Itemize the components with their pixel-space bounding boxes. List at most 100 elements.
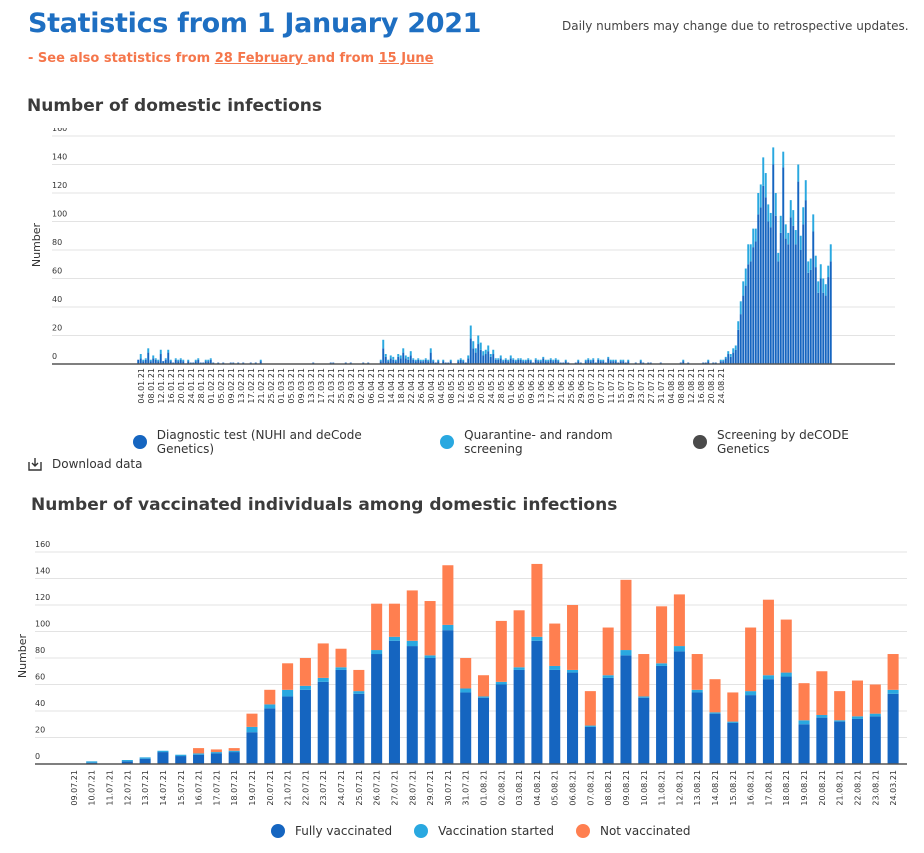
bar xyxy=(412,358,415,360)
bar xyxy=(549,358,552,360)
bar xyxy=(121,761,133,764)
bar xyxy=(397,356,400,364)
bar xyxy=(392,359,395,364)
bar xyxy=(622,361,625,364)
legend-item-not-vaccinated[interactable]: Not vaccinated xyxy=(575,824,690,838)
y-tick-label: 40 xyxy=(35,699,45,708)
x-tick-label: 07.07.21 xyxy=(597,368,606,404)
bar xyxy=(417,358,420,360)
bar xyxy=(607,358,610,364)
x-tick-label: 21.02.21 xyxy=(257,368,266,404)
bar xyxy=(749,261,752,364)
link-28-february[interactable]: 28 February xyxy=(214,51,308,66)
bar xyxy=(167,349,170,353)
bar xyxy=(767,221,770,364)
bar xyxy=(402,352,405,364)
bar xyxy=(537,359,540,362)
x-tick-label: 11.08.21 xyxy=(658,770,667,806)
bar xyxy=(587,359,590,364)
bar xyxy=(517,359,520,364)
link-15-june[interactable]: 15 June xyxy=(378,51,434,66)
bar xyxy=(409,351,412,356)
x-tick-label: 18.07.21 xyxy=(230,770,239,806)
bar xyxy=(614,359,617,362)
bar xyxy=(460,692,472,764)
bar xyxy=(589,359,592,362)
bar xyxy=(494,358,497,360)
bar xyxy=(794,244,797,364)
bar xyxy=(584,361,587,364)
bar xyxy=(544,361,547,364)
x-tick-label: 19.08.21 xyxy=(800,770,809,806)
bar xyxy=(764,197,767,364)
bar xyxy=(194,359,197,362)
x-tick-label: 25.07.21 xyxy=(355,770,364,806)
bar xyxy=(691,689,703,693)
bar xyxy=(547,359,550,362)
bar xyxy=(622,359,625,362)
x-tick-label: 09.02.21 xyxy=(227,368,236,404)
x-tick-label: 27.07.21 xyxy=(647,368,656,404)
bar xyxy=(544,359,547,362)
bar xyxy=(467,358,470,364)
download-label: Download data xyxy=(52,457,143,471)
bar xyxy=(409,355,412,364)
legend-item-quarantine[interactable]: Quarantine- and random screening xyxy=(440,428,671,456)
bar xyxy=(174,358,177,360)
y-tick-label: 80 xyxy=(52,238,62,247)
legend-item-diagnostic[interactable]: Diagnostic test (NUHI and deCode Genetic… xyxy=(133,428,418,456)
bar xyxy=(402,348,405,353)
bar xyxy=(584,359,587,362)
bar xyxy=(784,224,787,239)
legend-item-vaccination-started[interactable]: Vaccination started xyxy=(414,824,554,838)
bar xyxy=(353,691,365,694)
chart1-title: Number of domestic infections xyxy=(27,96,322,116)
subtitle-prefix: - See also statistics from xyxy=(28,51,215,66)
y-tick-label: 0 xyxy=(35,752,40,761)
bar xyxy=(477,344,480,364)
x-tick-label: 12.07.21 xyxy=(123,770,132,806)
bar xyxy=(477,697,490,764)
bar xyxy=(457,359,460,362)
bar xyxy=(789,217,792,364)
bar xyxy=(745,627,757,692)
bar xyxy=(620,655,632,764)
bar xyxy=(522,361,525,364)
bar xyxy=(299,685,311,690)
legend-label-decode: Screening by deCODE Genetics xyxy=(717,428,849,456)
bar xyxy=(228,748,240,751)
bar xyxy=(204,361,207,364)
legend-item-fully-vaccinated[interactable]: Fully vaccinated xyxy=(271,824,392,838)
bar xyxy=(482,355,485,364)
bar xyxy=(809,269,812,364)
bar xyxy=(519,359,522,364)
bar xyxy=(747,264,750,364)
bar xyxy=(419,361,422,364)
x-tick-label: 05.06.21 xyxy=(517,368,526,404)
bar xyxy=(469,338,472,364)
bar xyxy=(144,358,147,360)
x-tick-label: 05.02.21 xyxy=(217,368,226,404)
bar xyxy=(492,349,495,355)
x-tick-label: 08.01.21 xyxy=(147,368,156,404)
bar xyxy=(724,356,727,359)
bar xyxy=(602,361,605,364)
bar xyxy=(727,351,730,355)
y-tick-label: 100 xyxy=(52,210,67,219)
bar xyxy=(602,677,614,764)
bar xyxy=(179,358,182,360)
bar xyxy=(246,713,258,727)
legend-item-decode[interactable]: Screening by deCODE Genetics xyxy=(693,428,902,456)
chart2-title: Number of vaccinated individuals among d… xyxy=(31,495,618,515)
x-tick-label: 16.05.21 xyxy=(467,368,476,404)
x-tick-label: 09.07.21 xyxy=(70,770,79,806)
x-tick-label: 03.07.21 xyxy=(587,368,596,404)
bar xyxy=(734,345,737,350)
bar xyxy=(869,713,881,717)
x-tick-label: 07.08.21 xyxy=(586,770,595,806)
bar xyxy=(519,358,522,360)
bar xyxy=(149,359,152,362)
bar xyxy=(792,225,795,364)
bar xyxy=(204,359,207,362)
download-data-button[interactable]: Download data xyxy=(28,457,143,471)
